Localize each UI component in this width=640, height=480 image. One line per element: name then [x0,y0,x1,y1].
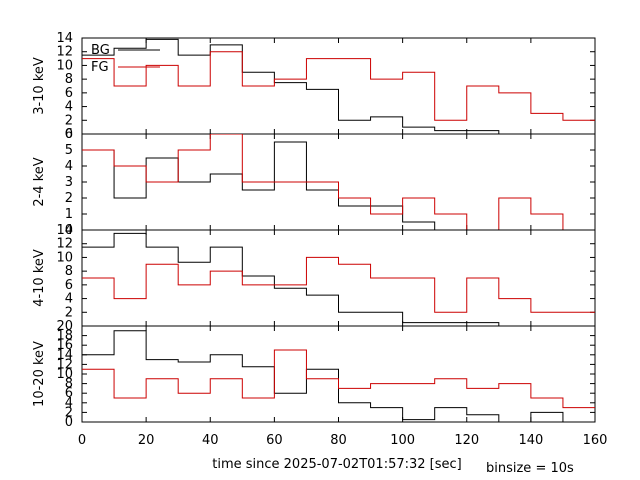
y-tick-label: 18 [56,329,73,344]
series-bg-line [82,232,595,326]
x-tick-label: 120 [454,433,479,448]
x-tick-label: 100 [390,433,415,448]
x-tick-label: 20 [138,433,155,448]
binsize-annotation: binsize = 10s [486,461,574,476]
y-tick-label: 8 [65,377,73,392]
y-tick-label: 4 [65,159,73,174]
series-fg-line [82,349,595,409]
y-axis-title: 10-20 keV [32,341,47,407]
y-tick-label: 10 [56,250,73,265]
x-tick-label: 0 [78,433,86,448]
x-tick-label: 40 [202,433,219,448]
legend-label-fg: FG [91,60,109,75]
y-tick-label: 12 [56,45,73,60]
y-tick-label: 12 [56,237,73,252]
y-tick-label: 4 [65,100,73,115]
y-tick-label: 2 [65,191,73,206]
x-tick-label: 60 [266,433,283,448]
y-tick-label: 10 [56,58,73,73]
y-tick-label: 12 [56,357,73,372]
legend-label-bg: BG [91,43,110,58]
x-tick-label: 80 [330,433,347,448]
y-tick-label: 16 [56,338,73,353]
y-tick-label: 6 [65,386,73,401]
series-bg-line [82,141,595,230]
y-tick-label: 14 [56,223,73,238]
series-fg-line [82,51,595,121]
y-tick-label: 8 [65,72,73,87]
y-tick-label: 2 [65,405,73,420]
x-tick-label: 160 [583,433,608,448]
series-bg-line [82,38,595,134]
y-tick-label: 14 [56,348,73,363]
y-tick-label: 2 [65,113,73,128]
y-tick-label: 5 [65,143,73,158]
y-tick-label: 14 [56,31,73,46]
series-bg-line [82,330,595,422]
y-tick-label: 3 [65,175,73,190]
y-tick-label: 8 [65,264,73,279]
y-axis-title: 4-10 keV [32,249,47,307]
y-tick-label: 0 [65,223,73,238]
series-fg-line [82,256,595,313]
y-tick-label: 10 [56,367,73,382]
y-axis-title: 3-10 keV [32,57,47,115]
y-tick-label: 20 [56,319,73,334]
y-tick-label: 6 [65,127,73,142]
series-fg-line [82,134,595,230]
x-axis-title: time since 2025-07-02T01:57:32 [sec] [212,457,461,472]
y-axis-title: 2-4 keV [32,157,47,206]
y-tick-label: 6 [65,86,73,101]
y-tick-label: 0 [65,127,73,142]
y-tick-label: 4 [65,396,73,411]
y-tick-label: 0 [65,415,73,430]
y-tick-label: 2 [65,305,73,320]
y-tick-label: 1 [65,207,73,222]
y-tick-label: 6 [65,278,73,293]
x-tick-label: 140 [518,433,543,448]
y-tick-label: 4 [65,292,73,307]
